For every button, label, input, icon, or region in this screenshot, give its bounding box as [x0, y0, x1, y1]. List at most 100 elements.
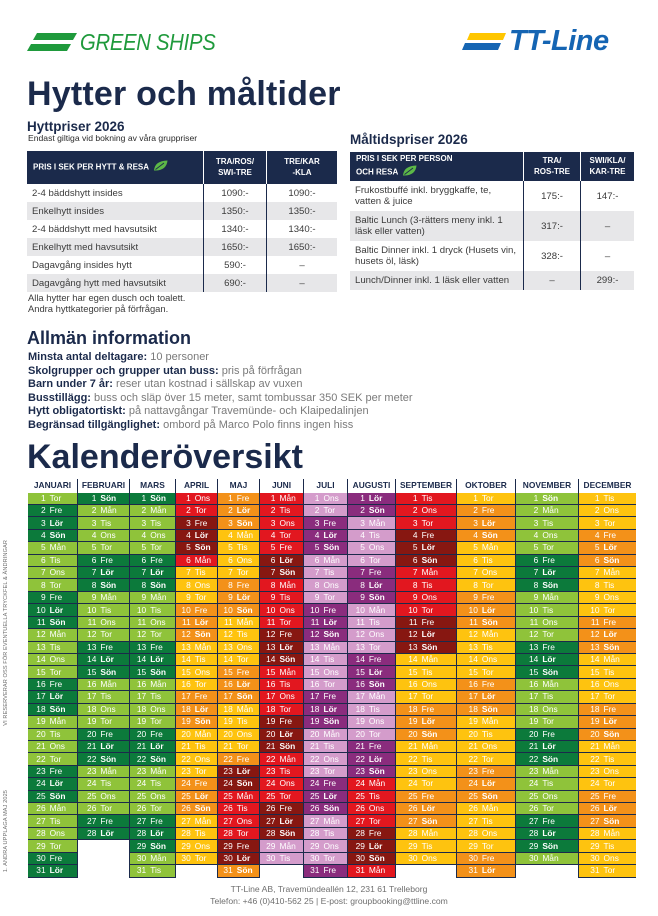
calendar-day: 19 Lör — [396, 716, 456, 729]
day-number: 20 — [468, 728, 478, 739]
weekday: Sön — [368, 679, 385, 690]
info-item: Barn under 7 år: reser utan kostnad i sä… — [28, 378, 413, 392]
calendar-day: 11 Tor — [260, 616, 303, 630]
calendar-day: 22 Sön — [78, 753, 129, 766]
info-value: ombord på Marco Polo finns ingen hiss — [163, 418, 354, 431]
calendar-day: 5 Lör — [579, 542, 636, 555]
month-column: APRIL 1 Ons 2 Tor 3 Fre 4 Lör 5 Sön 6 Mån 7 Tis 8 Ons 9 To… — [175, 479, 217, 878]
tt-line-stripes-icon — [462, 33, 506, 50]
day-number: 30 — [355, 852, 365, 863]
calendar-day: 15 Tor — [457, 666, 515, 679]
price-cell: – — [266, 256, 337, 274]
calendar-day: 24 Lör — [457, 778, 515, 791]
calendar-day: 14 Ons — [457, 653, 515, 667]
page-title: Hytter och måltider — [27, 75, 341, 113]
weekday: Tis — [368, 703, 380, 714]
calendar-day: 21 Tis — [304, 740, 347, 754]
weekday: Fre — [194, 517, 208, 528]
weekday: Mån — [603, 741, 620, 752]
calendar-day: 3 Tis — [516, 517, 578, 530]
weekday: Tor — [481, 840, 494, 851]
weekday: Tis — [603, 840, 615, 851]
calendar-day: 19 Tis — [218, 716, 259, 729]
weekday: Sön — [323, 716, 340, 727]
weekday: Tor — [323, 852, 336, 863]
calendar-day: 15 Tor — [28, 666, 77, 679]
day-number: 13 — [181, 641, 191, 652]
weekday: Tor — [150, 629, 162, 640]
calendar-day: 28 Sön — [260, 827, 303, 841]
day-number: 1 — [314, 492, 320, 503]
day-number: 30 — [181, 852, 191, 863]
calendar-day: 31 Lör — [457, 865, 515, 878]
day-number: 23 — [468, 765, 478, 776]
calendar-day: 26 Sön — [304, 803, 347, 816]
calendar-day: 7 Mån — [579, 567, 636, 580]
day-number: 7 — [360, 567, 365, 578]
calendar-day: 6 Fre — [516, 554, 578, 568]
day-number: 5 — [473, 542, 478, 553]
month-name: DECEMBER — [583, 480, 632, 490]
weekday: Sön — [236, 517, 253, 528]
price-cell: 1350:- — [203, 202, 266, 220]
day-number: 21 — [528, 741, 539, 752]
weekday: Fre — [279, 716, 293, 727]
weekday: Sön — [150, 753, 167, 764]
calendar-day: 28 Tis — [176, 827, 217, 841]
weekday: Sön — [603, 815, 620, 826]
day-number: 9 — [314, 592, 320, 603]
weekday: Lör — [542, 567, 556, 578]
column-header: SWI/KLA/ KAR-TRE — [580, 152, 634, 181]
calendar-day: 18 Mån — [218, 703, 259, 717]
calendar-day: 17 Tor — [579, 691, 636, 704]
calendar-day: 7 Lör — [78, 567, 129, 580]
calendar-day: 12 Lör — [579, 629, 636, 642]
day-number: 27 — [181, 815, 191, 826]
table-row: Lunch/Dinner inkl. 1 läsk eller vatten –2… — [350, 271, 634, 290]
weekday: Mån — [603, 828, 620, 839]
day-number: 30 — [408, 852, 418, 863]
day-number: 5 — [412, 542, 418, 553]
weekday: Fre — [279, 629, 293, 640]
calendar-day: 28 Mån — [579, 827, 636, 841]
calendar-day: 8 Tor — [28, 579, 77, 592]
weekday: Tor — [236, 741, 249, 752]
calendar-day: 11 Ons — [516, 616, 578, 630]
calendar-day: 20 Tor — [348, 728, 395, 741]
calendar-day: 17 Mån — [348, 691, 395, 704]
day-number: 15 — [408, 666, 418, 677]
weekday: Tor — [279, 616, 292, 627]
month-name: AUGUSTI — [352, 480, 391, 490]
weekday: Sön — [542, 492, 559, 503]
day-number: 9 — [360, 592, 365, 603]
weekday: Lör — [49, 604, 64, 615]
day-number: 6 — [473, 554, 478, 565]
calendar-day: 9 Ons — [396, 591, 456, 605]
weekday: Mån — [236, 703, 254, 714]
day-number: 31 — [310, 865, 320, 876]
weekday: Tor — [603, 865, 616, 876]
day-number: 21 — [468, 741, 478, 752]
calendar-day: 11 Ons — [130, 616, 175, 630]
calendar-day: 16 Mån — [516, 678, 578, 692]
weekday: Sön — [194, 542, 211, 553]
weekday: Lör — [323, 616, 337, 627]
disclaimer-note: VI RESERVERAR OSS FÖR EVENTUELLA TRYCKFE… — [3, 540, 9, 726]
weekday: Lör — [603, 629, 618, 640]
calendar-day: 6 Mån — [304, 554, 347, 568]
calendar-day: 14 Mån — [579, 653, 636, 667]
weekday: Fre — [100, 641, 113, 652]
day-number: 6 — [141, 554, 147, 565]
calendar-day: 29 Tis — [579, 840, 636, 853]
day-number: 12 — [36, 629, 46, 640]
weekday: Tis — [150, 865, 162, 876]
calendar-day: 6 Fre — [130, 554, 175, 568]
day-number: 9 — [270, 592, 276, 603]
weekday: Sön — [279, 654, 296, 665]
day-number: 23 — [408, 765, 418, 776]
calendar-day: 27 Ons — [218, 815, 259, 828]
day-number: 5 — [270, 542, 276, 553]
footer-address: TT-Line AB, Travemündeallén 12, 231 61 T… — [230, 884, 428, 894]
weekday: Sön — [49, 529, 66, 540]
weekday: Fre — [421, 790, 435, 801]
